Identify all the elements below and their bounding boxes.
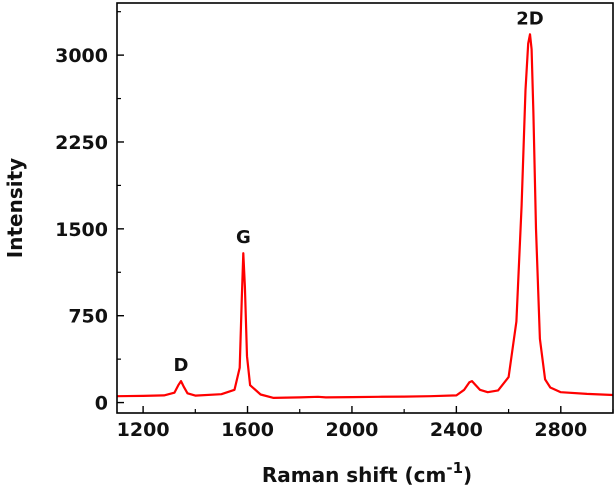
x-axis-title-superscript: -1 [446,459,463,477]
peak-label-d: D [173,355,188,376]
x-axis-title-suffix: ) [463,463,472,487]
axis-ticks: 1200 1600 2000 2400 2800 0 750 1500 2250 3000 [55,11,614,441]
x-tick-label-1200: 1200 [117,419,170,441]
y-tick-label-2250: 2250 [55,132,108,154]
x-axis-title-main: Raman shift (cm [262,463,447,487]
plot-frame [116,2,614,414]
x-tick-label-2000: 2000 [326,419,379,441]
y-tick-label-1500: 1500 [55,219,108,241]
x-tick-label-2400: 2400 [430,419,483,441]
plot-area: D G 2D [116,8,614,399]
peak-label-g: G [236,227,251,248]
x-tick-label-1600: 1600 [221,419,274,441]
y-tick-label-0: 0 [95,393,108,415]
y-axis-title: Intensity [3,158,27,258]
peak-label-2d: 2D [516,8,543,29]
x-axis-title: Raman shift (cm-1) [262,459,472,487]
spectrum-line-0 [116,33,614,399]
y-tick-label-3000: 3000 [55,45,108,67]
y-tick-label-750: 750 [68,306,108,328]
x-tick-label-2800: 2800 [534,419,587,441]
